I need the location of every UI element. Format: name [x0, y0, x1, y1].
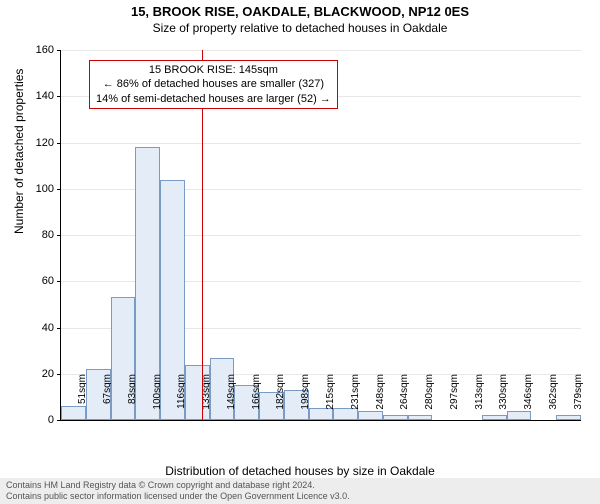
- gridline: [61, 50, 581, 51]
- ytick-mark: [57, 143, 61, 144]
- ytick-label: 160: [0, 44, 54, 56]
- annotation-box: 15 BROOK RISE: 145sqm← 86% of detached h…: [89, 60, 338, 109]
- ytick-mark: [57, 50, 61, 51]
- ytick-mark: [57, 281, 61, 282]
- annotation-line-3: 14% of semi-detached houses are larger (…: [96, 92, 331, 106]
- ytick-label: 80: [0, 229, 54, 241]
- xtick-label: 297sqm: [449, 374, 460, 424]
- ytick-label: 40: [0, 322, 54, 334]
- ytick-mark: [57, 374, 61, 375]
- chart-container: 15, BROOK RISE, OAKDALE, BLACKWOOD, NP12…: [0, 4, 600, 504]
- ytick-mark: [57, 328, 61, 329]
- ytick-mark: [57, 420, 61, 421]
- xtick-label: 346sqm: [523, 374, 534, 424]
- ytick-label: 100: [0, 183, 54, 195]
- ytick-mark: [57, 235, 61, 236]
- chart-area: 51sqm67sqm83sqm100sqm116sqm133sqm149sqm1…: [60, 50, 580, 420]
- ytick-label: 120: [0, 137, 54, 149]
- ytick-label: 0: [0, 414, 54, 426]
- ytick-label: 60: [0, 275, 54, 287]
- page-subtitle: Size of property relative to detached ho…: [0, 21, 600, 35]
- footer-line-2: Contains public sector information licen…: [6, 491, 594, 502]
- xtick-label: 280sqm: [424, 374, 435, 424]
- annotation-line-1: 15 BROOK RISE: 145sqm: [96, 63, 331, 77]
- gridline: [61, 143, 581, 144]
- x-axis-label: Distribution of detached houses by size …: [0, 464, 600, 478]
- footer: Contains HM Land Registry data © Crown c…: [0, 478, 600, 504]
- ytick-label: 20: [0, 368, 54, 380]
- ytick-mark: [57, 96, 61, 97]
- ytick-mark: [57, 189, 61, 190]
- annotation-line-2: ← 86% of detached houses are smaller (32…: [96, 77, 331, 91]
- plot-region: 51sqm67sqm83sqm100sqm116sqm133sqm149sqm1…: [60, 50, 581, 421]
- footer-line-1: Contains HM Land Registry data © Crown c…: [6, 480, 594, 491]
- ytick-label: 140: [0, 90, 54, 102]
- page-title: 15, BROOK RISE, OAKDALE, BLACKWOOD, NP12…: [0, 4, 600, 19]
- xtick-label: 379sqm: [573, 374, 584, 424]
